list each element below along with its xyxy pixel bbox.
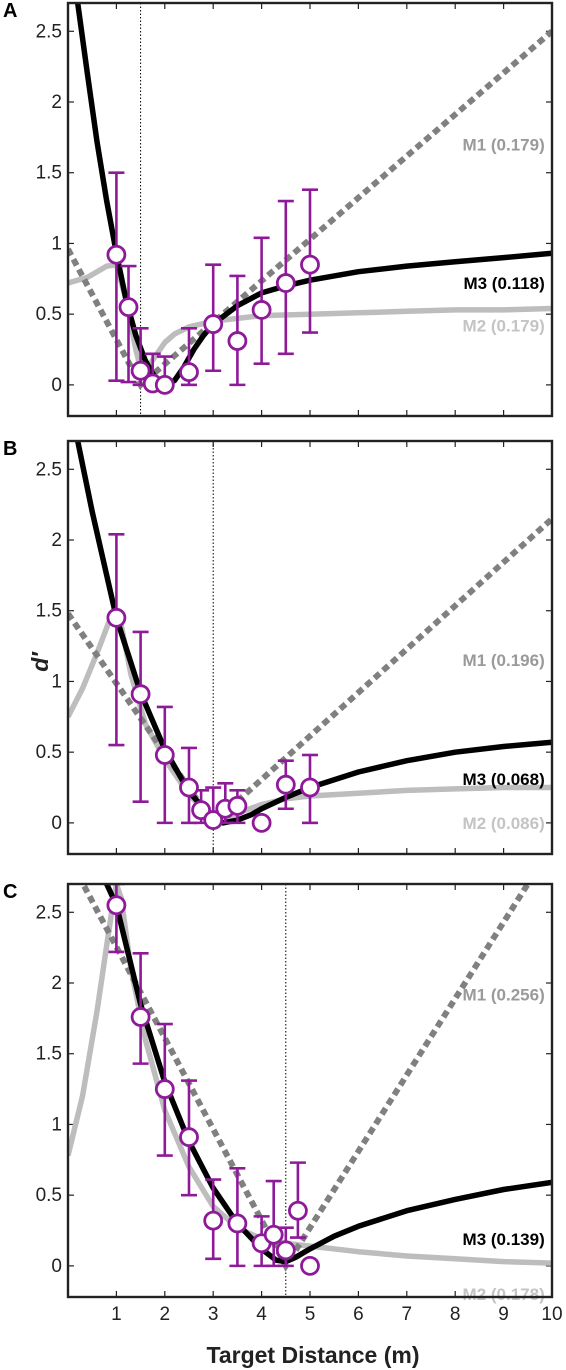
data-point [300,254,320,275]
data-point [300,777,320,798]
m1-label: M1 (0.256) [463,985,545,1004]
data-point [227,1213,248,1234]
data-point [227,796,248,816]
data-point [251,300,272,320]
data-point [106,895,127,916]
data-point [130,684,151,705]
x-tick-label: 1 [111,1304,122,1325]
m3-label: M3 (0.118) [463,274,544,293]
data-point [154,1079,175,1099]
m3-curve [104,884,552,1265]
y-tick-label: 2.5 [36,902,62,923]
x-tick-label: 5 [305,1304,316,1325]
data-point [275,273,296,293]
data-point [300,1255,320,1276]
m3-curve [75,441,552,826]
y-axis-title: d′ [27,651,53,672]
panel-letter: C [3,881,17,903]
plot-area [68,884,552,1297]
panel-letter: A [3,0,17,22]
data-point [263,1224,284,1245]
data-point [275,774,296,795]
panel-letter: B [3,438,17,460]
plot-frame [66,882,554,1299]
data-point [179,1127,199,1148]
x-tick-label: 6 [353,1304,364,1325]
data-point [106,244,127,265]
y-tick-label: 1.5 [36,163,62,184]
plot-area [68,3,552,416]
y-tick-label: 0.5 [36,742,62,763]
y-tick-label: 0.5 [36,1185,62,1206]
m3-label: M3 (0.139) [463,1230,545,1249]
data-point [203,314,224,334]
y-tick-label: 1 [51,671,62,692]
data-point [106,607,127,628]
x-tick-label: 9 [498,1304,509,1325]
y-tick-label: 0 [51,375,62,396]
m2-label: M2 (0.086) [463,814,545,833]
data-point [179,777,199,798]
x-tick-label: 8 [450,1304,461,1325]
y-tick-label: 2 [51,530,62,551]
y-tick-label: 0 [51,1256,62,1277]
m2-label: M2 (0.179) [463,316,545,335]
panel-b: B 0 0.5 1 1.5 2 2.5 M1 (0.196) M2 (0.086) M3 (0.0… [3,438,554,856]
y-tick-label: 2.5 [36,459,62,480]
x-tick-label: 3 [208,1304,219,1325]
y-tick-label: 2 [51,973,62,994]
y-tick-label: 2 [51,92,62,113]
data-point [118,297,139,317]
x-tick-label: 4 [256,1304,267,1325]
x-tick-label: 7 [402,1304,413,1325]
y-tick-label: 1.5 [36,601,62,622]
data-point [227,331,248,351]
data-point [203,1210,224,1231]
y-tick-label: 0 [51,813,62,834]
m2-curve [68,884,552,1266]
m1-label: M1 (0.196) [463,651,545,670]
data-point [287,1200,308,1221]
m3-label: M3 (0.068) [463,770,545,789]
data-point [275,1240,296,1261]
plot-frame [66,1,554,418]
data-point [179,362,199,383]
panel-c: C 1 2 3 4 5 6 7 8 9 10 0 0.5 1 1.5 2 2.5 M1 (0.256) M2 (0.… [3,881,563,1325]
panel-a: A 0 0.5 1 1.5 2 2.5 M1 (0.179) M2 (0.179) M3 (0.1… [3,0,554,418]
data-point [130,1007,151,1027]
x-axis-title: Target Distance (m) [206,1342,419,1368]
y-tick-label: 1 [51,233,62,254]
y-tick-label: 1 [51,1114,62,1135]
y-tick-label: 1.5 [36,1044,62,1065]
data-point [203,810,224,830]
data-point [130,360,151,381]
data-point [154,374,175,395]
data-point [154,745,175,765]
y-tick-label: 2.5 [36,21,62,42]
data-point [251,812,272,833]
m1-label: M1 (0.179) [463,135,545,154]
plot-area [68,441,552,854]
m2-label: M2 (0.178) [463,1285,545,1304]
plot-frame [66,439,554,856]
y-tick-label: 0.5 [36,304,62,325]
x-tick-label: 2 [160,1304,171,1325]
x-tick-label: 10 [541,1304,562,1325]
